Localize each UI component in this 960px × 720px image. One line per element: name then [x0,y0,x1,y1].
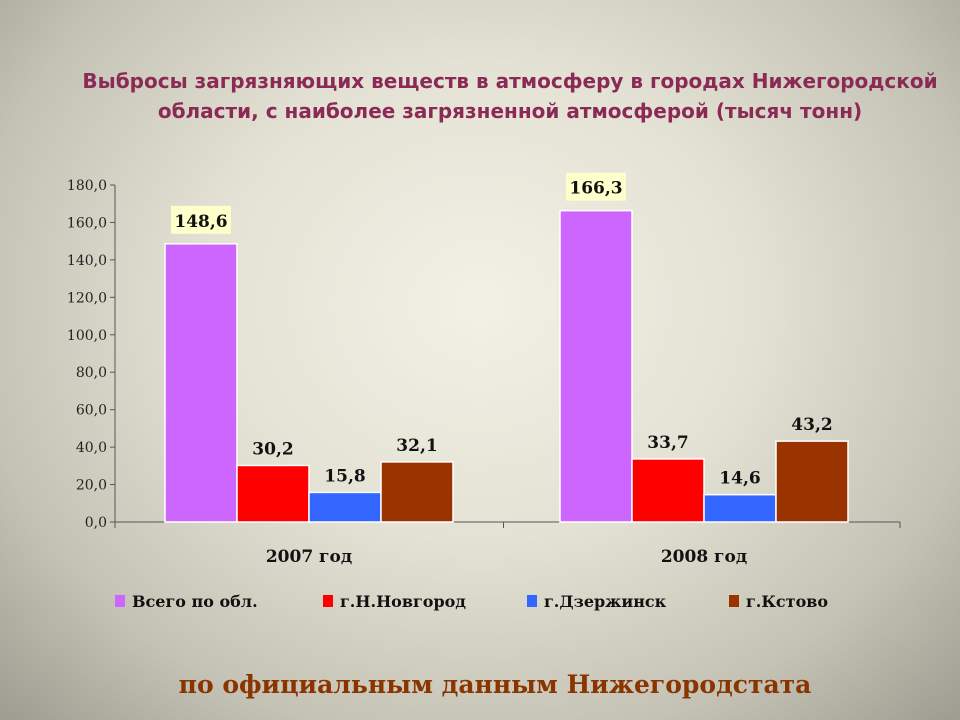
chart-title-line-1: Выбросы загрязняющих веществ в атмосферу… [82,69,938,93]
bar [703,493,777,523]
data-label: 32,1 [396,436,437,456]
data-label-box [566,172,626,201]
source-footer: по официальным данным Нижегородстата [178,670,812,699]
x-category-label: 2007 год [266,547,352,567]
data-label-box [171,205,231,234]
bar [236,464,310,523]
data-label: 14,6 [719,469,760,489]
data-label: 30,2 [252,439,293,459]
legend-label: г.Дзержинск [544,592,667,611]
chart-title: Выбросы загрязняющих веществ в атмосферу… [60,66,960,126]
y-tick-label: 40,0 [76,440,107,456]
data-label: 15,8 [324,466,365,486]
bar [559,209,633,523]
bar [308,491,382,523]
legend-swatch [323,595,333,607]
legend-label: г.Кстово [746,592,828,611]
y-tick-label: 0,0 [85,515,107,531]
y-tick-label: 20,0 [76,478,107,494]
legend-swatch [527,595,537,607]
y-tick-label: 100,0 [67,328,107,344]
legend-swatch [729,595,739,607]
x-category-label: 2008 год [661,547,747,567]
chart-title-line-2: области, с наиболее загрязненной атмосфе… [157,99,863,123]
y-tick-label: 140,0 [67,253,107,269]
bar [164,243,238,523]
legend-label: Всего по обл. [132,592,258,611]
y-tick-label: 80,0 [76,365,107,381]
data-label: 43,2 [791,415,832,435]
data-label: 33,7 [647,433,688,453]
bar [631,458,705,523]
y-tick-label: 60,0 [76,403,107,419]
data-label: 148,6 [174,212,227,232]
legend-label: г.Н.Новгород [340,592,466,611]
legend-swatch [115,595,125,607]
bar [775,440,849,523]
y-tick-label: 120,0 [67,290,107,306]
y-tick-label: 160,0 [67,215,107,231]
data-label: 166,3 [569,179,622,199]
bar [380,461,454,523]
y-tick-label: 180,0 [67,178,107,194]
